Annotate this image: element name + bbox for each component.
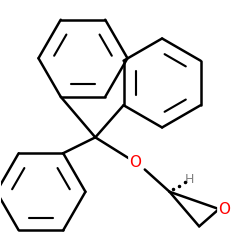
Text: O: O (218, 202, 230, 216)
Text: H: H (184, 173, 194, 186)
Text: O: O (129, 154, 141, 170)
